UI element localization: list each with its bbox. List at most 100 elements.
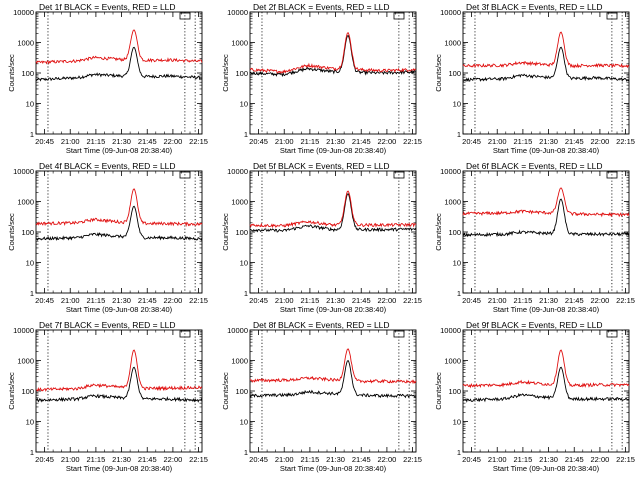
x-tick-label: 21:00 bbox=[275, 296, 294, 305]
plot-frame bbox=[35, 170, 203, 294]
plot-frame bbox=[35, 11, 203, 135]
chart-panel: Det 7f BLACK = Events, RED = LLD 1 10 100 10… bbox=[7, 320, 208, 473]
y-tick-label: 10000 bbox=[13, 167, 34, 176]
x-axis-label: Start Time (09-Jun-08 20:38:40) bbox=[280, 464, 387, 473]
x-axis-label: Start Time (09-Jun-08 20:38:40) bbox=[66, 146, 173, 155]
x-tick-label: 21:15 bbox=[87, 455, 106, 464]
y-tick-label: 1000 bbox=[17, 357, 34, 366]
y-tick-label: 100 bbox=[235, 69, 248, 78]
x-tick-label: 20:45 bbox=[35, 137, 54, 146]
y-tick-label: 1000 bbox=[444, 357, 461, 366]
y-tick-label: 10000 bbox=[440, 326, 461, 335]
y-tick-label: 100 bbox=[448, 228, 461, 237]
y-axis-label: Counts/sec bbox=[7, 372, 16, 410]
y-tick-label: 10 bbox=[453, 259, 461, 268]
x-tick-label: 22:00 bbox=[591, 455, 610, 464]
y-tick-label: 1 bbox=[30, 448, 34, 457]
chart-panel: Det 6f BLACK = Events, RED = LLD 1 10 100 10… bbox=[434, 161, 635, 314]
chart-title: Det 2f BLACK = Events, RED = LLD bbox=[253, 2, 390, 12]
y-axis-label: Counts/sec bbox=[434, 54, 443, 92]
x-tick-label: 21:45 bbox=[138, 137, 157, 146]
series-line-events bbox=[35, 366, 203, 403]
x-tick-label: 20:45 bbox=[249, 296, 268, 305]
x-tick-label: 21:15 bbox=[87, 137, 106, 146]
y-axis-label: Counts/sec bbox=[221, 372, 230, 410]
x-tick-label: 22:15 bbox=[616, 455, 635, 464]
y-tick-label: 1 bbox=[457, 448, 461, 457]
x-tick-label: 22:15 bbox=[189, 296, 208, 305]
series-line-events bbox=[462, 198, 630, 238]
x-tick-label: 22:00 bbox=[164, 296, 183, 305]
x-tick-label: 20:45 bbox=[249, 455, 268, 464]
plot-frame bbox=[462, 11, 630, 135]
series-line-events bbox=[249, 193, 417, 233]
x-axis-label: Start Time (09-Jun-08 20:38:40) bbox=[493, 305, 600, 314]
y-tick-label: 10 bbox=[453, 100, 461, 109]
series-line-lld bbox=[249, 32, 417, 75]
y-tick-label: 10000 bbox=[227, 8, 248, 17]
y-tick-label: 10 bbox=[240, 100, 248, 109]
x-tick-label: 22:00 bbox=[378, 455, 397, 464]
series-line-events bbox=[462, 46, 630, 83]
y-tick-label: 10 bbox=[26, 259, 34, 268]
x-tick-label: 22:00 bbox=[591, 137, 610, 146]
y-tick-label: 100 bbox=[448, 387, 461, 396]
x-axis-label: Start Time (09-Jun-08 20:38:40) bbox=[66, 464, 173, 473]
y-tick-label: 1 bbox=[457, 130, 461, 139]
chart-title: Det 5f BLACK = Events, RED = LLD bbox=[253, 161, 390, 171]
y-tick-label: 10000 bbox=[227, 326, 248, 335]
series-line-events bbox=[35, 205, 203, 241]
series-line-events bbox=[249, 34, 417, 78]
chart-panel: Det 3f BLACK = Events, RED = LLD 1 10 100 10… bbox=[434, 2, 635, 155]
y-tick-label: 1000 bbox=[231, 39, 248, 48]
series-line-lld bbox=[462, 31, 630, 69]
y-axis-label: Counts/sec bbox=[7, 54, 16, 92]
x-tick-label: 20:45 bbox=[35, 296, 54, 305]
y-tick-label: 10000 bbox=[13, 8, 34, 17]
x-tick-label: 21:00 bbox=[61, 137, 80, 146]
x-tick-label: 20:45 bbox=[35, 455, 54, 464]
series-line-events bbox=[249, 359, 417, 399]
chart-title: Det 1f BLACK = Events, RED = LLD bbox=[39, 2, 176, 12]
y-axis-label: Counts/sec bbox=[221, 213, 230, 251]
x-tick-label: 21:30 bbox=[539, 296, 558, 305]
chart-title: Det 7f BLACK = Events, RED = LLD bbox=[39, 320, 176, 330]
y-tick-label: 100 bbox=[235, 387, 248, 396]
x-tick-label: 22:15 bbox=[403, 296, 422, 305]
y-tick-label: 10 bbox=[240, 418, 248, 427]
x-tick-label: 21:00 bbox=[61, 296, 80, 305]
y-tick-label: 100 bbox=[448, 69, 461, 78]
y-tick-label: 10 bbox=[453, 418, 461, 427]
x-axis-label: Start Time (09-Jun-08 20:38:40) bbox=[66, 305, 173, 314]
y-tick-label: 1 bbox=[457, 289, 461, 298]
x-tick-label: 20:45 bbox=[462, 137, 481, 146]
y-tick-label: 1 bbox=[244, 448, 248, 457]
x-tick-label: 21:15 bbox=[301, 455, 320, 464]
chart-title: Det 8f BLACK = Events, RED = LLD bbox=[253, 320, 390, 330]
x-axis-label: Start Time (09-Jun-08 20:38:40) bbox=[493, 146, 600, 155]
x-tick-label: 22:00 bbox=[378, 296, 397, 305]
x-tick-label: 21:00 bbox=[488, 455, 507, 464]
chart-title: Det 6f BLACK = Events, RED = LLD bbox=[466, 161, 603, 171]
x-tick-label: 20:45 bbox=[249, 137, 268, 146]
x-tick-label: 21:15 bbox=[514, 296, 533, 305]
x-tick-label: 22:15 bbox=[403, 137, 422, 146]
x-tick-label: 21:45 bbox=[565, 455, 584, 464]
x-tick-label: 21:30 bbox=[112, 137, 131, 146]
x-tick-label: 20:45 bbox=[462, 296, 481, 305]
chart-panel: Det 8f BLACK = Events, RED = LLD 1 10 100 10… bbox=[221, 320, 422, 473]
x-tick-label: 22:00 bbox=[164, 137, 183, 146]
series-line-events bbox=[35, 46, 203, 82]
y-tick-label: 10000 bbox=[440, 8, 461, 17]
y-tick-label: 10 bbox=[240, 259, 248, 268]
chart-panel: Det 5f BLACK = Events, RED = LLD 1 10 100 10… bbox=[221, 161, 422, 314]
x-tick-label: 21:30 bbox=[326, 455, 345, 464]
plot-frame bbox=[35, 329, 203, 453]
y-tick-label: 10000 bbox=[227, 167, 248, 176]
x-axis-label: Start Time (09-Jun-08 20:38:40) bbox=[280, 146, 387, 155]
x-axis-label: Start Time (09-Jun-08 20:38:40) bbox=[280, 305, 387, 314]
x-tick-label: 21:15 bbox=[87, 296, 106, 305]
x-tick-label: 22:15 bbox=[403, 455, 422, 464]
chart-title: Det 9f BLACK = Events, RED = LLD bbox=[466, 320, 603, 330]
